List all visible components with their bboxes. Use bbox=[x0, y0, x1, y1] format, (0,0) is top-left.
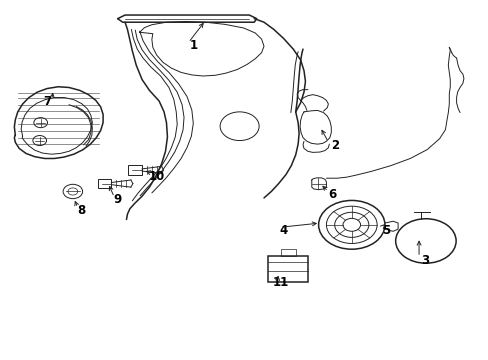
Text: 1: 1 bbox=[189, 39, 197, 52]
Text: 9: 9 bbox=[113, 193, 122, 206]
Text: 7: 7 bbox=[43, 95, 51, 108]
Text: 5: 5 bbox=[381, 224, 389, 237]
Bar bbox=[98, 179, 111, 188]
Bar bbox=[128, 165, 142, 175]
Text: 2: 2 bbox=[330, 139, 338, 152]
Text: 11: 11 bbox=[272, 276, 288, 289]
Text: 10: 10 bbox=[148, 170, 164, 183]
Bar bbox=[267, 256, 307, 282]
Text: 4: 4 bbox=[279, 224, 287, 237]
Bar bbox=[281, 249, 295, 256]
Text: 3: 3 bbox=[420, 254, 428, 267]
Text: 8: 8 bbox=[77, 204, 85, 217]
Text: 6: 6 bbox=[327, 188, 336, 201]
